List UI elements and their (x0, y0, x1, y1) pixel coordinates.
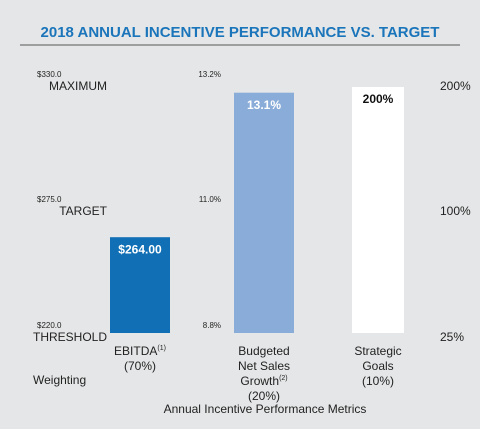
footnote-mark: (1) (157, 345, 166, 352)
value-label: $264.00 (118, 242, 162, 256)
x-tick-label-text: Goals (362, 359, 393, 373)
x-tick-label: Budgeted (238, 344, 289, 358)
weighting-label: Weighting (33, 373, 86, 387)
y-tick-label: $275.0 (37, 195, 62, 204)
bar (110, 237, 170, 333)
chart-title: 2018 ANNUAL INCENTIVE PERFORMANCE VS. TA… (41, 24, 440, 41)
x-axis-label: Annual Incentive Performance Metrics (164, 402, 367, 416)
x-tick-label-text: Budgeted (238, 344, 289, 358)
weighting-value: (70%) (124, 359, 156, 373)
weighting-value: (10%) (362, 374, 394, 388)
y-tick-label: $220.0 (37, 321, 62, 330)
bar (352, 87, 404, 333)
x-tick-label-text: Strategic (354, 344, 401, 358)
value-label: 13.1% (247, 98, 281, 112)
y-tick-label: $330.0 (37, 70, 62, 79)
level-label: MAXIMUM (49, 79, 107, 93)
y-tick-label: 11.0% (199, 195, 221, 204)
x-tick-label: Net Sales (238, 359, 290, 373)
x-tick-label: EBITDA(1) (114, 344, 166, 358)
level-label: THRESHOLD (33, 330, 107, 344)
y-tick-label: 200% (440, 79, 471, 93)
y-tick-label: 8.8% (203, 321, 221, 330)
x-tick-label-text: EBITDA (114, 344, 157, 358)
weighting-value: (20%) (248, 389, 280, 403)
y-tick-label: 100% (440, 204, 471, 218)
footnote-mark: (2) (279, 375, 288, 382)
bar (234, 92, 294, 333)
y-tick-label: 13.2% (198, 70, 221, 79)
y-tick-label: 25% (440, 330, 464, 344)
value-label: 200% (363, 92, 394, 106)
level-label: TARGET (59, 204, 107, 218)
x-tick-label: Goals (362, 359, 393, 373)
x-tick-label-text: Growth (240, 374, 279, 388)
x-tick-label: Growth(2) (240, 374, 287, 388)
x-tick-label-text: Net Sales (238, 359, 290, 373)
x-tick-label: Strategic (354, 344, 401, 358)
